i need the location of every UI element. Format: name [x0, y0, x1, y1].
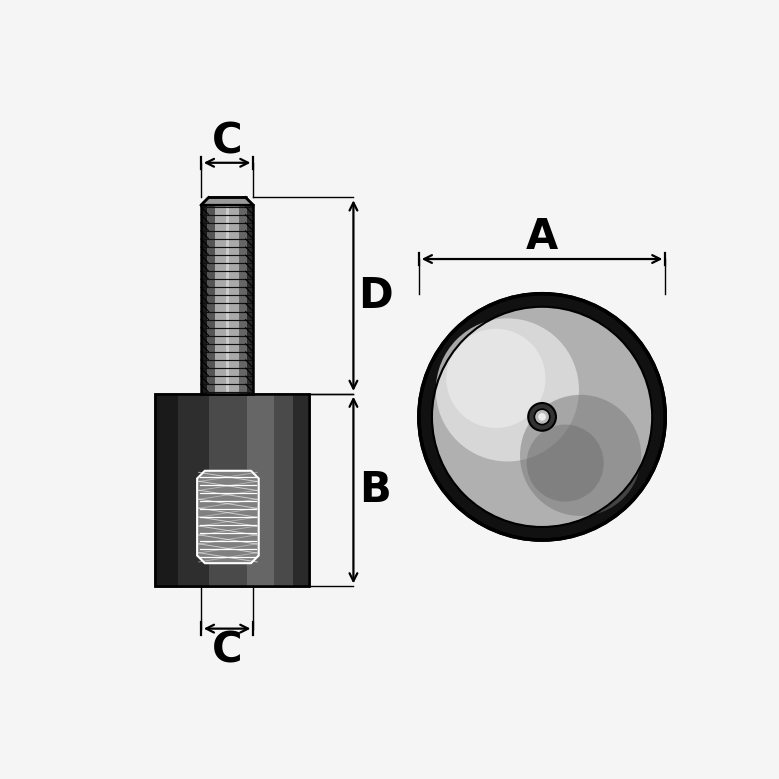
Polygon shape [215, 205, 226, 393]
Polygon shape [155, 393, 308, 587]
Polygon shape [229, 205, 239, 393]
Text: C: C [212, 629, 242, 671]
Polygon shape [201, 205, 207, 393]
Text: B: B [359, 469, 391, 511]
Polygon shape [247, 205, 253, 393]
Polygon shape [197, 471, 259, 563]
Text: A: A [526, 217, 559, 259]
Circle shape [419, 294, 665, 540]
Polygon shape [155, 393, 178, 587]
Circle shape [432, 307, 652, 527]
Polygon shape [239, 205, 247, 393]
Circle shape [534, 409, 550, 425]
Polygon shape [201, 197, 253, 205]
Polygon shape [226, 205, 229, 393]
Circle shape [528, 403, 556, 431]
Polygon shape [274, 393, 294, 587]
Circle shape [520, 395, 641, 516]
Text: C: C [212, 120, 242, 162]
Circle shape [527, 425, 604, 502]
Polygon shape [294, 393, 308, 587]
Polygon shape [178, 393, 209, 587]
Circle shape [538, 413, 546, 421]
Polygon shape [209, 393, 247, 587]
Text: D: D [358, 275, 393, 316]
Circle shape [436, 319, 579, 461]
Circle shape [446, 329, 545, 428]
Polygon shape [247, 393, 274, 587]
Polygon shape [207, 205, 215, 393]
